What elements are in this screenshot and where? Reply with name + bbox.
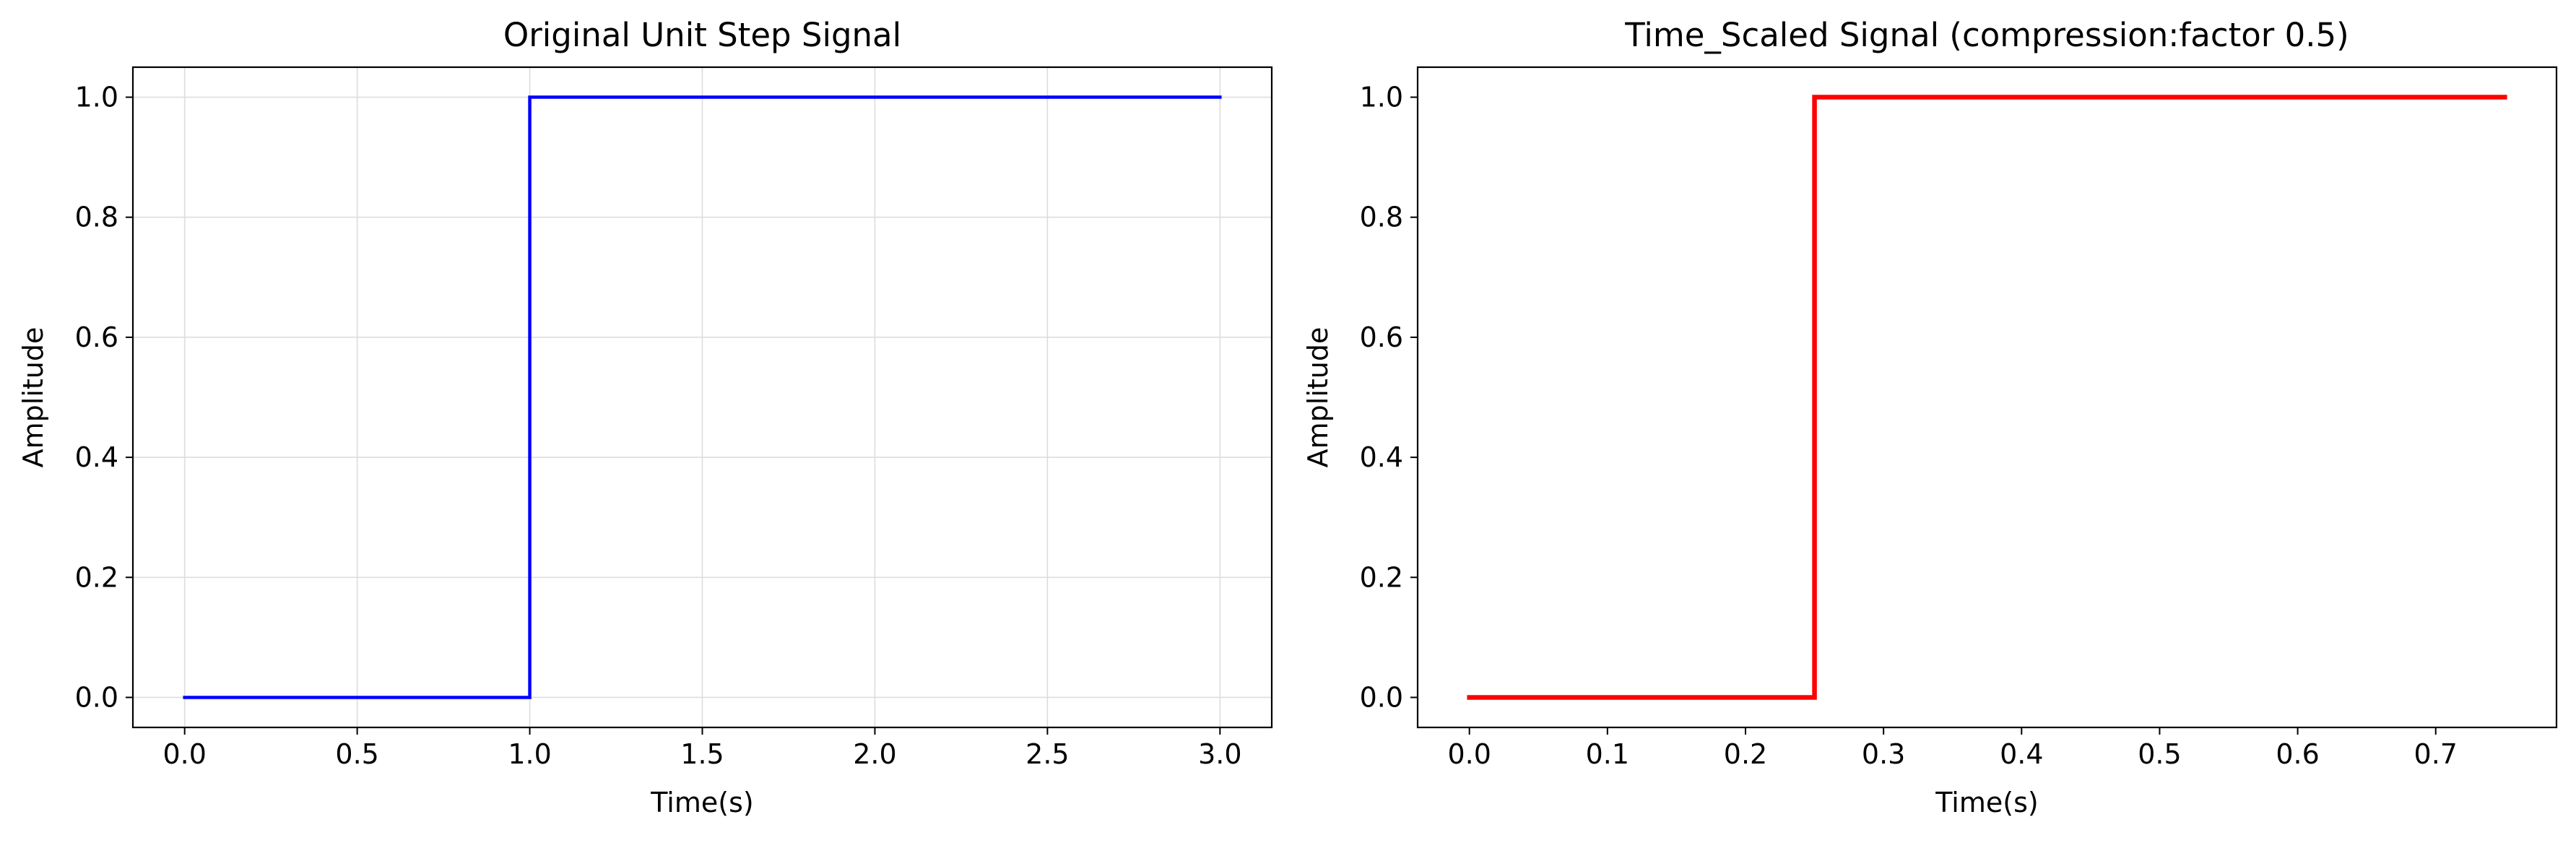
right-chart-y-tick-label: 0.8 <box>1360 202 1403 233</box>
left-chart-y-tick-label: 0.2 <box>75 561 118 593</box>
right-chart-x-tick-label: 0.0 <box>1447 738 1491 770</box>
right-chart-y-tick-label: 0.2 <box>1360 561 1403 593</box>
left-chart-step-series-line <box>183 95 1222 699</box>
left-chart-x-tick-label: 1.0 <box>508 738 551 770</box>
right-chart-panel: 0.0 0.1 0.2 0.3 0.4 0.5 0.6 0.7 0.0 0.2 0.4 0.6 0.8 1… <box>1302 16 2558 818</box>
left-chart-x-tick-label: 0.5 <box>335 738 378 770</box>
left-chart-x-tick-label: 3.0 <box>1198 738 1241 770</box>
right-chart-y-tick-label: 0.4 <box>1360 441 1403 473</box>
right-chart-x-tick-label: 0.1 <box>1586 738 1629 770</box>
right-chart-axes-frame <box>1416 66 2558 729</box>
right-chart-title: Time_Scaled Signal (compression:factor 0… <box>1624 16 2349 54</box>
right-chart-y-tick-label: 1.0 <box>1360 82 1403 113</box>
right-chart-x-tick-label: 0.6 <box>2276 738 2319 770</box>
left-chart-x-tick-label: 2.0 <box>853 738 896 770</box>
right-chart-y-tick-label: 0.6 <box>1360 321 1403 353</box>
right-chart-x-tick-label: 0.7 <box>2414 738 2458 770</box>
left-chart-y-tick-label: 0.6 <box>75 321 118 353</box>
left-chart-y-axis-label: Amplitude <box>17 327 49 468</box>
right-chart-x-tick-label: 0.3 <box>1862 738 1905 770</box>
right-chart-x-tick-label: 0.5 <box>2138 738 2181 770</box>
left-chart-y-tick-label: 0.0 <box>75 681 118 713</box>
left-chart-panel: 0.0 0.5 1.0 1.5 2.0 2.5 3.0 0.0 0.2 0.4 0.6 0.8 1.0 O… <box>17 16 1273 818</box>
right-chart-x-axis-label: Time(s) <box>1935 787 2038 818</box>
left-chart-x-tick-label: 0.0 <box>162 738 206 770</box>
left-chart-y-tick-label: 0.4 <box>75 441 118 473</box>
right-chart-x-tick-label: 0.4 <box>2000 738 2043 770</box>
right-chart-step-series-line <box>1467 95 2507 700</box>
right-chart-y-tick-label: 0.0 <box>1360 681 1403 713</box>
left-chart-x-axis-label: Time(s) <box>650 787 753 818</box>
left-chart-y-tick-label: 0.8 <box>75 202 118 233</box>
left-chart-x-tick-label: 1.5 <box>680 738 724 770</box>
left-chart-title: Original Unit Step Signal <box>503 16 901 54</box>
left-chart-y-tick-label: 1.0 <box>75 82 118 113</box>
right-chart-x-tick-label: 0.2 <box>1724 738 1767 770</box>
right-chart-y-axis-label: Amplitude <box>1302 327 1334 468</box>
left-chart-x-tick-label: 2.5 <box>1025 738 1069 770</box>
